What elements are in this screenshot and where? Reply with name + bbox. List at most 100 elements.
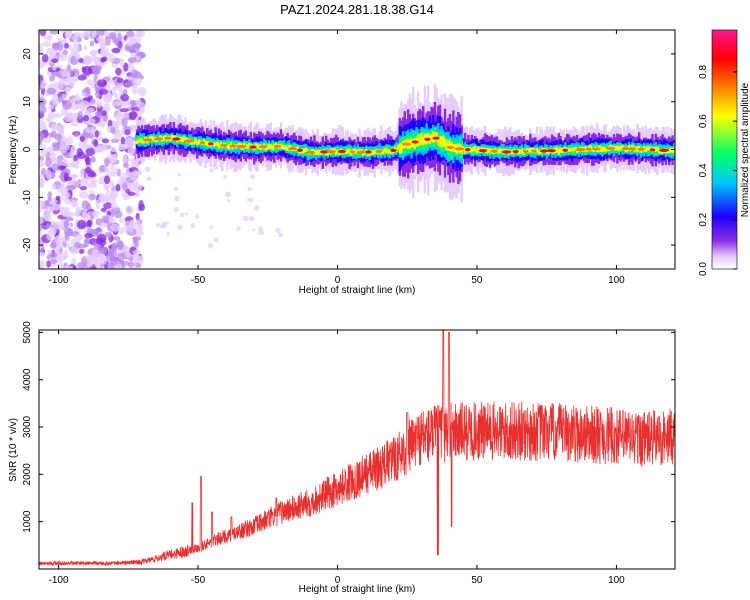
spectrogram-noise-blob: [132, 250, 141, 255]
spectrogram-ridge-cell: [569, 148, 572, 152]
spectrogram-ridge-cell: [420, 133, 423, 146]
spectrogram-noise-blob: [80, 100, 89, 108]
spectrogram-ridge-cell: [162, 136, 166, 141]
spectrogram-ridge-cell: [647, 145, 651, 151]
spectrogram-noise-blob: [39, 242, 42, 250]
spectrogram-noise-blob: [97, 179, 104, 185]
spectrogram-ridge-cell: [296, 146, 299, 151]
spectrogram-noise-blob: [39, 251, 46, 257]
spectrogram-noise-blob: [39, 105, 47, 114]
spectrogram-noise-blob: [86, 219, 93, 227]
spectrogram-ridge-cell: [527, 148, 530, 153]
spectrogram-ytick-label: 20: [22, 48, 33, 60]
spectrogram-ridge-cell: [559, 147, 562, 153]
spectrogram-peak: [637, 147, 645, 151]
spectrogram-noise-blob: [95, 199, 100, 210]
spectrogram-ridge-cell: [500, 149, 504, 154]
spectrogram-ridge-cell: [656, 146, 659, 152]
spectrogram-noise-blob: [99, 50, 107, 57]
spectrogram-noise-blob: [87, 133, 95, 139]
spectrogram-noise-blob: [138, 203, 146, 211]
spectrogram-ridge-cell: [269, 144, 273, 149]
spectrogram-scatter-dot: [184, 212, 189, 216]
spectrogram-ridge-cell: [522, 150, 525, 156]
spectrogram-ridge-cell: [473, 146, 477, 152]
spectrogram-scatter-dot: [242, 215, 249, 222]
spectrogram-noise-blob: [84, 232, 93, 239]
spectrogram-noise-blob: [101, 110, 107, 117]
spectrogram-ridge-cell: [164, 135, 167, 144]
spectrogram-noise-blob: [119, 30, 128, 33]
spectrogram-peak: [365, 150, 372, 154]
spectrogram-noise-blob: [39, 262, 43, 269]
spectrogram-peak: [229, 144, 237, 148]
spectrogram-noise-blob: [96, 30, 105, 36]
spectrogram-noise-blob: [84, 154, 90, 165]
spectrogram-noise-blob: [79, 181, 87, 186]
spectrogram-ridge-cell: [604, 147, 607, 152]
spectrogram-noise-blob: [48, 200, 56, 205]
spectrogram-noise-blob: [47, 114, 52, 123]
spectrogram-noise-blob: [107, 92, 113, 99]
spectrogram-noise-blob: [99, 194, 108, 205]
spectrogram-xtick-label: -100: [49, 275, 69, 286]
spectrogram-noise-blob: [48, 132, 54, 138]
spectrogram-noise-blob: [39, 174, 45, 182]
spectrogram-noise-blob: [39, 133, 44, 144]
spectrogram-ridge-cell: [483, 147, 487, 157]
spectrogram-ridge-cell: [411, 139, 415, 148]
spectrogram-ridge-cell: [229, 141, 232, 148]
spectrogram-scatter-dot: [173, 195, 180, 202]
spectrogram-ridge-cell: [438, 136, 442, 147]
spectrogram-noise-blob: [108, 250, 118, 259]
spectrogram-ridge-cell: [247, 142, 251, 149]
spectrogram-ridge-cell: [560, 147, 564, 153]
spectrogram-ridge-cell: [636, 147, 639, 153]
spectrogram-noise-blob: [39, 225, 43, 232]
spectrogram-noise-blob: [124, 129, 131, 136]
spectrogram-ridge-cell: [192, 140, 196, 145]
spectrogram-noise-blob: [127, 147, 135, 156]
spectrogram-peak: [220, 143, 228, 148]
spectrogram-noise-blob: [91, 210, 100, 218]
spectrogram-noise-blob: [125, 30, 135, 38]
spectrogram-noise-blob: [115, 240, 124, 248]
spectrogram-noise-blob: [54, 133, 62, 141]
spectrogram-scatter-dot: [275, 227, 281, 234]
spectrogram-ridge-cell: [301, 148, 304, 154]
spectrogram-noise-blob: [82, 211, 87, 221]
spectrogram-noise-blob: [39, 120, 46, 131]
snr-x-label: Height of straight line (km): [299, 584, 416, 595]
spectrogram-noise-blob: [125, 46, 135, 51]
spectrogram-ridge-cell: [574, 146, 577, 151]
snr-series-line: [39, 330, 675, 567]
spectrogram-noise-blob: [50, 49, 58, 56]
snr-xtick-label: -50: [191, 575, 206, 586]
spectrogram-noise-blob: [83, 45, 88, 51]
spectrogram-noise-blob: [66, 64, 72, 72]
spectrogram-noise-blob: [83, 55, 93, 66]
spectrogram-peak: [522, 149, 529, 153]
spectrogram-peak: [375, 149, 383, 154]
spectrogram-noise-blob: [126, 191, 136, 197]
spectrogram-ridge-cell: [445, 142, 448, 151]
spectrogram-noise-blob: [95, 218, 102, 226]
colorbar-tick-label: 0.6: [698, 114, 709, 128]
spectrogram-noise-blob: [47, 105, 54, 111]
spectrogram-ridge-cell: [371, 150, 375, 155]
spectrogram-noise-blob: [77, 110, 83, 120]
spectrogram-noise-blob: [123, 62, 129, 72]
spectrogram-noise-blob: [77, 261, 87, 269]
colorbar: 0.0 0.2 0.4 0.6 0.8 Normalized spectral ampl…: [698, 29, 750, 276]
spectrogram-noise-blob: [85, 202, 92, 211]
spectrogram-ridge-cell: [602, 146, 606, 152]
colorbar-tick-label: 0.2: [698, 212, 709, 226]
spectrogram-noise-blob: [119, 108, 129, 113]
spectrogram-noise-blob: [104, 157, 110, 167]
snr-y-label: SNR (10 * v/v): [8, 418, 19, 482]
spectrogram-noise-blob: [62, 49, 68, 56]
spectrogram-noise-blob: [99, 165, 106, 173]
spectrogram-noise-blob: [103, 183, 110, 190]
spectrogram-ridge-cell: [286, 146, 289, 151]
spectrogram-noise-blob: [79, 136, 85, 142]
